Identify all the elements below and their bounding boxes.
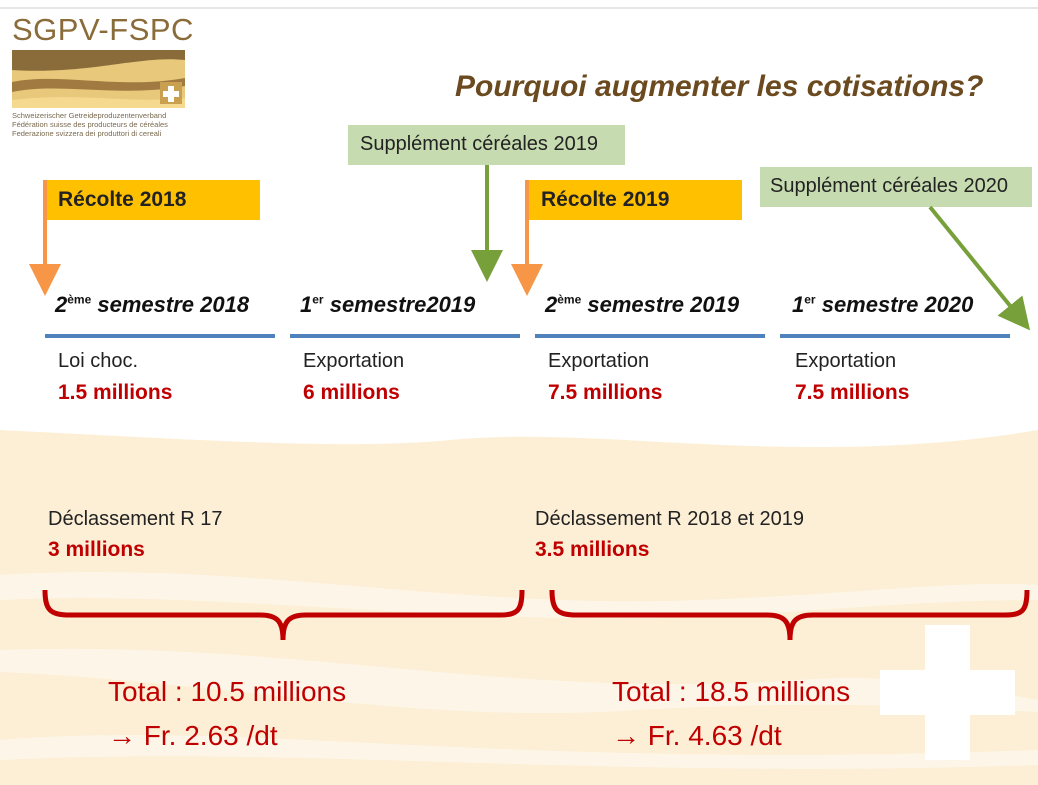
total: Total : 10.5 millions [108, 676, 346, 708]
period-suffix: er [312, 293, 323, 307]
logo-line: Federazione svizzera dei produttori di c… [12, 129, 161, 138]
period-item: Loi choc. [58, 350, 138, 373]
logo-line: Fédération suisse des producteurs de cér… [12, 120, 168, 129]
supplement-label: Supplément céréales 2019 [360, 133, 598, 156]
period-label: semestre2019 [324, 292, 476, 317]
rate: → Fr. 4.63 /dt [612, 720, 782, 752]
period-suffix: er [804, 293, 815, 307]
period-label: semestre 2020 [816, 292, 974, 317]
period-item: Exportation [795, 350, 896, 373]
period-label: semestre 2018 [91, 292, 249, 317]
period-ordinal: 2 [55, 292, 67, 317]
flag-label: Récolte 2019 [541, 188, 669, 212]
declassement-amount: 3 millions [48, 538, 145, 562]
slide: SGPV-FSPC Schweizerischer Getreideproduz… [0, 0, 1038, 785]
period-heading: 2ème semestre 2019 [545, 292, 739, 318]
period-amount: 7.5 millions [795, 381, 909, 405]
period-label: semestre 2019 [581, 292, 739, 317]
period-heading: 1er semestre 2020 [792, 292, 973, 318]
period-amount: 7.5 millions [548, 381, 662, 405]
declassement-label: Déclassement R 17 [48, 508, 223, 531]
period-suffix: ème [67, 293, 91, 307]
declassement-amount: 3.5 millions [535, 538, 649, 562]
logo-graphic [12, 50, 185, 108]
period-ordinal: 1 [792, 292, 804, 317]
supplement-label: Supplément céréales 2020 [770, 175, 1008, 198]
period-suffix: ème [557, 293, 581, 307]
period-ordinal: 2 [545, 292, 557, 317]
logo-line: Schweizerischer Getreideproduzentenverba… [12, 111, 166, 120]
rate: → Fr. 2.63 /dt [108, 720, 278, 752]
total: Total : 18.5 millions [612, 676, 850, 708]
slide-title: Pourquoi augmenter les cotisations? [455, 70, 983, 104]
period-ordinal: 1 [300, 292, 312, 317]
declassement-label: Déclassement R 2018 et 2019 [535, 508, 804, 531]
period-item: Exportation [303, 350, 404, 373]
logo-title: SGPV-FSPC [12, 12, 194, 48]
period-amount: 6 millions [303, 381, 400, 405]
period-amount: 1.5 millions [58, 381, 172, 405]
flag-label: Récolte 2018 [58, 188, 186, 212]
period-heading: 2ème semestre 2018 [55, 292, 249, 318]
period-item: Exportation [548, 350, 649, 373]
period-heading: 1er semestre2019 [300, 292, 475, 318]
